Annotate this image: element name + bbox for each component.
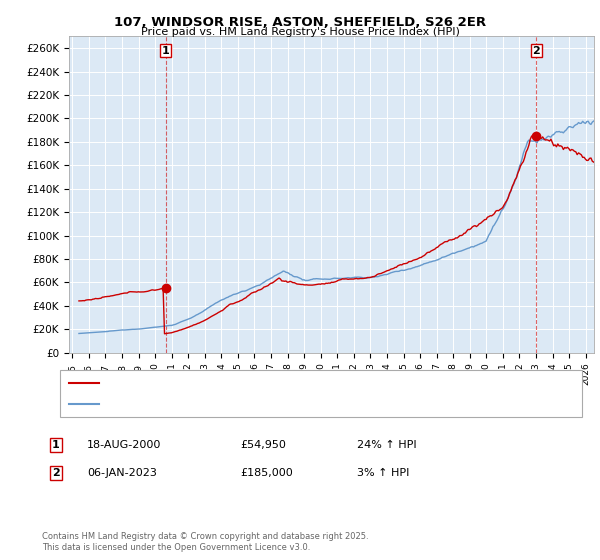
Text: 3% ↑ HPI: 3% ↑ HPI — [357, 468, 409, 478]
Text: 2: 2 — [532, 46, 540, 56]
Text: Price paid vs. HM Land Registry's House Price Index (HPI): Price paid vs. HM Land Registry's House … — [140, 27, 460, 37]
Text: 1: 1 — [161, 46, 169, 56]
Text: Contains HM Land Registry data © Crown copyright and database right 2025.
This d: Contains HM Land Registry data © Crown c… — [42, 532, 368, 552]
Text: 2: 2 — [52, 468, 59, 478]
Text: 24% ↑ HPI: 24% ↑ HPI — [357, 440, 416, 450]
Text: £54,950: £54,950 — [240, 440, 286, 450]
Text: 18-AUG-2000: 18-AUG-2000 — [87, 440, 161, 450]
Text: 06-JAN-2023: 06-JAN-2023 — [87, 468, 157, 478]
Text: 1: 1 — [52, 440, 59, 450]
Text: 107, WINDSOR RISE, ASTON, SHEFFIELD, S26 2ER (semi-detached house): 107, WINDSOR RISE, ASTON, SHEFFIELD, S26… — [104, 378, 464, 388]
Text: £185,000: £185,000 — [240, 468, 293, 478]
Text: HPI: Average price, semi-detached house, Rotherham: HPI: Average price, semi-detached house,… — [104, 399, 365, 409]
Text: 107, WINDSOR RISE, ASTON, SHEFFIELD, S26 2ER: 107, WINDSOR RISE, ASTON, SHEFFIELD, S26… — [114, 16, 486, 29]
